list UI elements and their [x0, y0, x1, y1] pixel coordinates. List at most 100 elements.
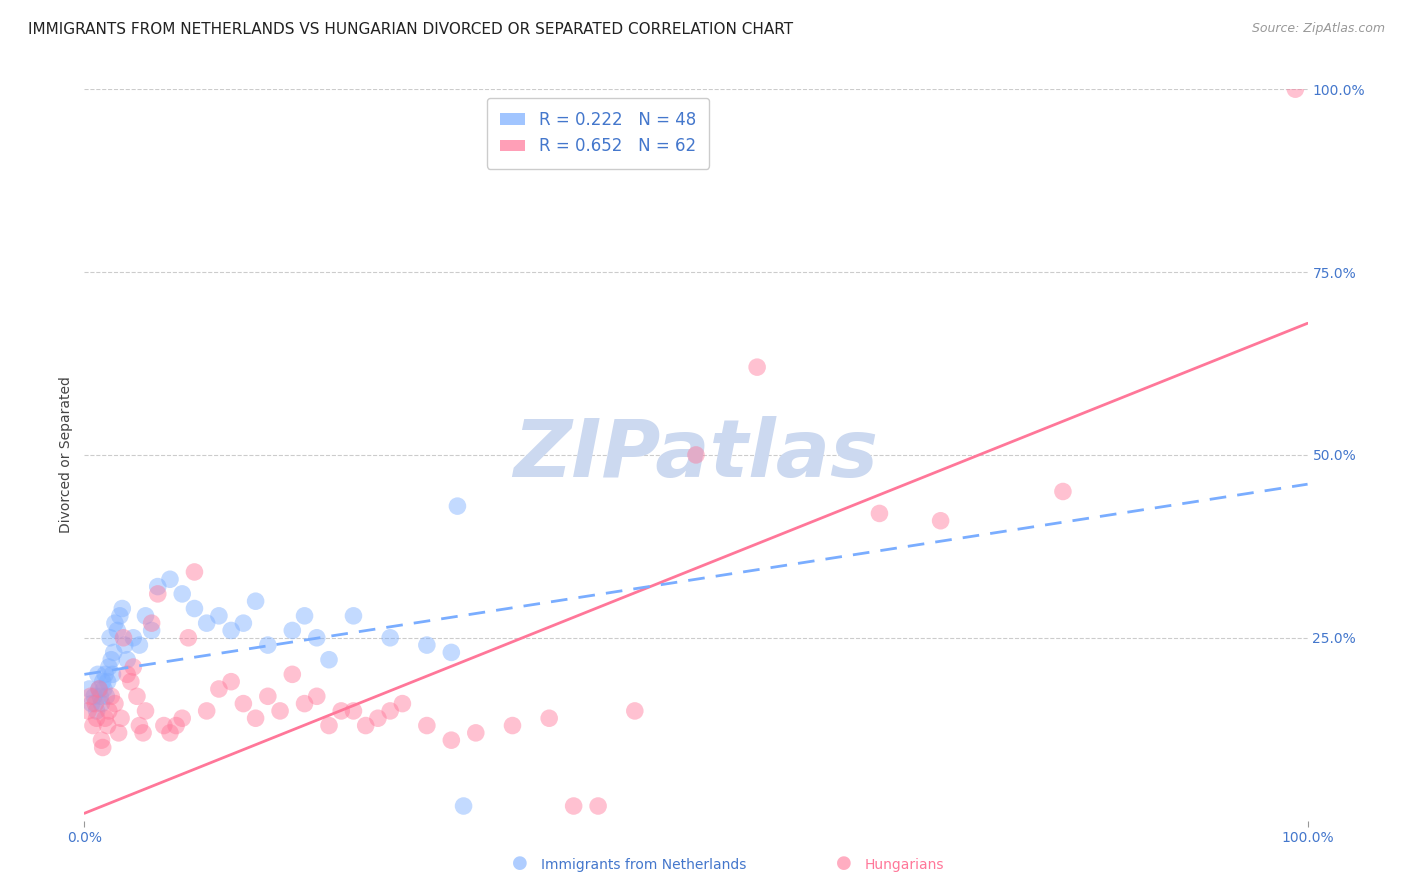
Point — [146, 580, 169, 594]
Text: ●: ● — [835, 855, 852, 872]
Point — [91, 740, 114, 755]
Point — [101, 667, 124, 681]
Text: IMMIGRANTS FROM NETHERLANDS VS HUNGARIAN DIVORCED OR SEPARATED CORRELATION CHART: IMMIGRANTS FROM NETHERLANDS VS HUNGARIAN… — [28, 22, 793, 37]
Point — [208, 681, 231, 696]
Point — [159, 726, 181, 740]
Point — [146, 587, 169, 601]
Point — [281, 624, 304, 638]
Point — [305, 631, 328, 645]
Point — [93, 681, 115, 696]
Point — [330, 704, 353, 718]
Point — [172, 711, 194, 725]
Point — [195, 616, 218, 631]
Legend: R = 0.222   N = 48, R = 0.652   N = 62: R = 0.222 N = 48, R = 0.652 N = 62 — [486, 97, 709, 169]
Point — [141, 624, 163, 638]
Point — [80, 697, 103, 711]
Point — [132, 726, 155, 740]
Text: Hungarians: Hungarians — [865, 858, 945, 872]
Point — [77, 704, 100, 718]
Point — [153, 718, 176, 732]
Point — [165, 718, 187, 732]
Point — [104, 697, 127, 711]
Point — [305, 690, 328, 704]
Point — [91, 674, 114, 689]
Point — [107, 726, 129, 740]
Point — [97, 674, 120, 689]
Point — [232, 697, 254, 711]
Point — [115, 653, 138, 667]
Y-axis label: Divorced or Separated: Divorced or Separated — [59, 376, 73, 533]
Point — [380, 631, 402, 645]
Point — [281, 667, 304, 681]
Point — [1284, 82, 1306, 96]
Point — [87, 681, 110, 696]
Point — [294, 608, 316, 623]
Point — [79, 690, 101, 704]
Point — [159, 572, 181, 586]
Point — [1052, 484, 1074, 499]
Point — [103, 645, 125, 659]
Point — [380, 704, 402, 718]
Point — [318, 653, 340, 667]
Point — [94, 667, 117, 681]
Point — [354, 718, 377, 732]
Point — [114, 638, 136, 652]
Point — [177, 631, 200, 645]
Point — [104, 616, 127, 631]
Point — [586, 799, 609, 814]
Point — [869, 507, 891, 521]
Point — [86, 711, 108, 725]
Point — [195, 704, 218, 718]
Point — [172, 587, 194, 601]
Text: ZIPatlas: ZIPatlas — [513, 416, 879, 494]
Point — [453, 799, 475, 814]
Point — [97, 660, 120, 674]
Point — [502, 718, 524, 732]
Point — [120, 674, 142, 689]
Point — [367, 711, 389, 725]
Point — [89, 690, 111, 704]
Point — [86, 704, 108, 718]
Point — [111, 601, 134, 615]
Point — [135, 704, 157, 718]
Point — [562, 799, 585, 814]
Point — [232, 616, 254, 631]
Point — [90, 697, 112, 711]
Point — [747, 360, 769, 375]
Point — [110, 711, 132, 725]
Point — [624, 704, 647, 718]
Point — [219, 624, 242, 638]
Point — [269, 704, 291, 718]
Point — [112, 631, 135, 645]
Point — [446, 499, 468, 513]
Point — [538, 711, 561, 725]
Point — [100, 653, 122, 667]
Point — [96, 690, 118, 704]
Point — [440, 645, 463, 659]
Point — [94, 711, 117, 725]
Point — [219, 674, 242, 689]
Point — [245, 594, 267, 608]
Text: Source: ZipAtlas.com: Source: ZipAtlas.com — [1251, 22, 1385, 36]
Point — [125, 690, 148, 704]
Point — [90, 733, 112, 747]
Point — [416, 638, 439, 652]
Point — [342, 608, 364, 623]
Point — [108, 608, 131, 623]
Point — [122, 660, 145, 674]
Point — [97, 704, 120, 718]
Point — [128, 718, 150, 732]
Point — [115, 667, 138, 681]
Point — [257, 638, 280, 652]
Point — [87, 681, 110, 696]
Point — [128, 638, 150, 652]
Point — [685, 448, 707, 462]
Point — [77, 681, 100, 696]
Point — [98, 631, 121, 645]
Point — [100, 690, 122, 704]
Point — [318, 718, 340, 732]
Text: Immigrants from Netherlands: Immigrants from Netherlands — [541, 858, 747, 872]
Point — [122, 631, 145, 645]
Point — [245, 711, 267, 725]
Point — [183, 601, 205, 615]
